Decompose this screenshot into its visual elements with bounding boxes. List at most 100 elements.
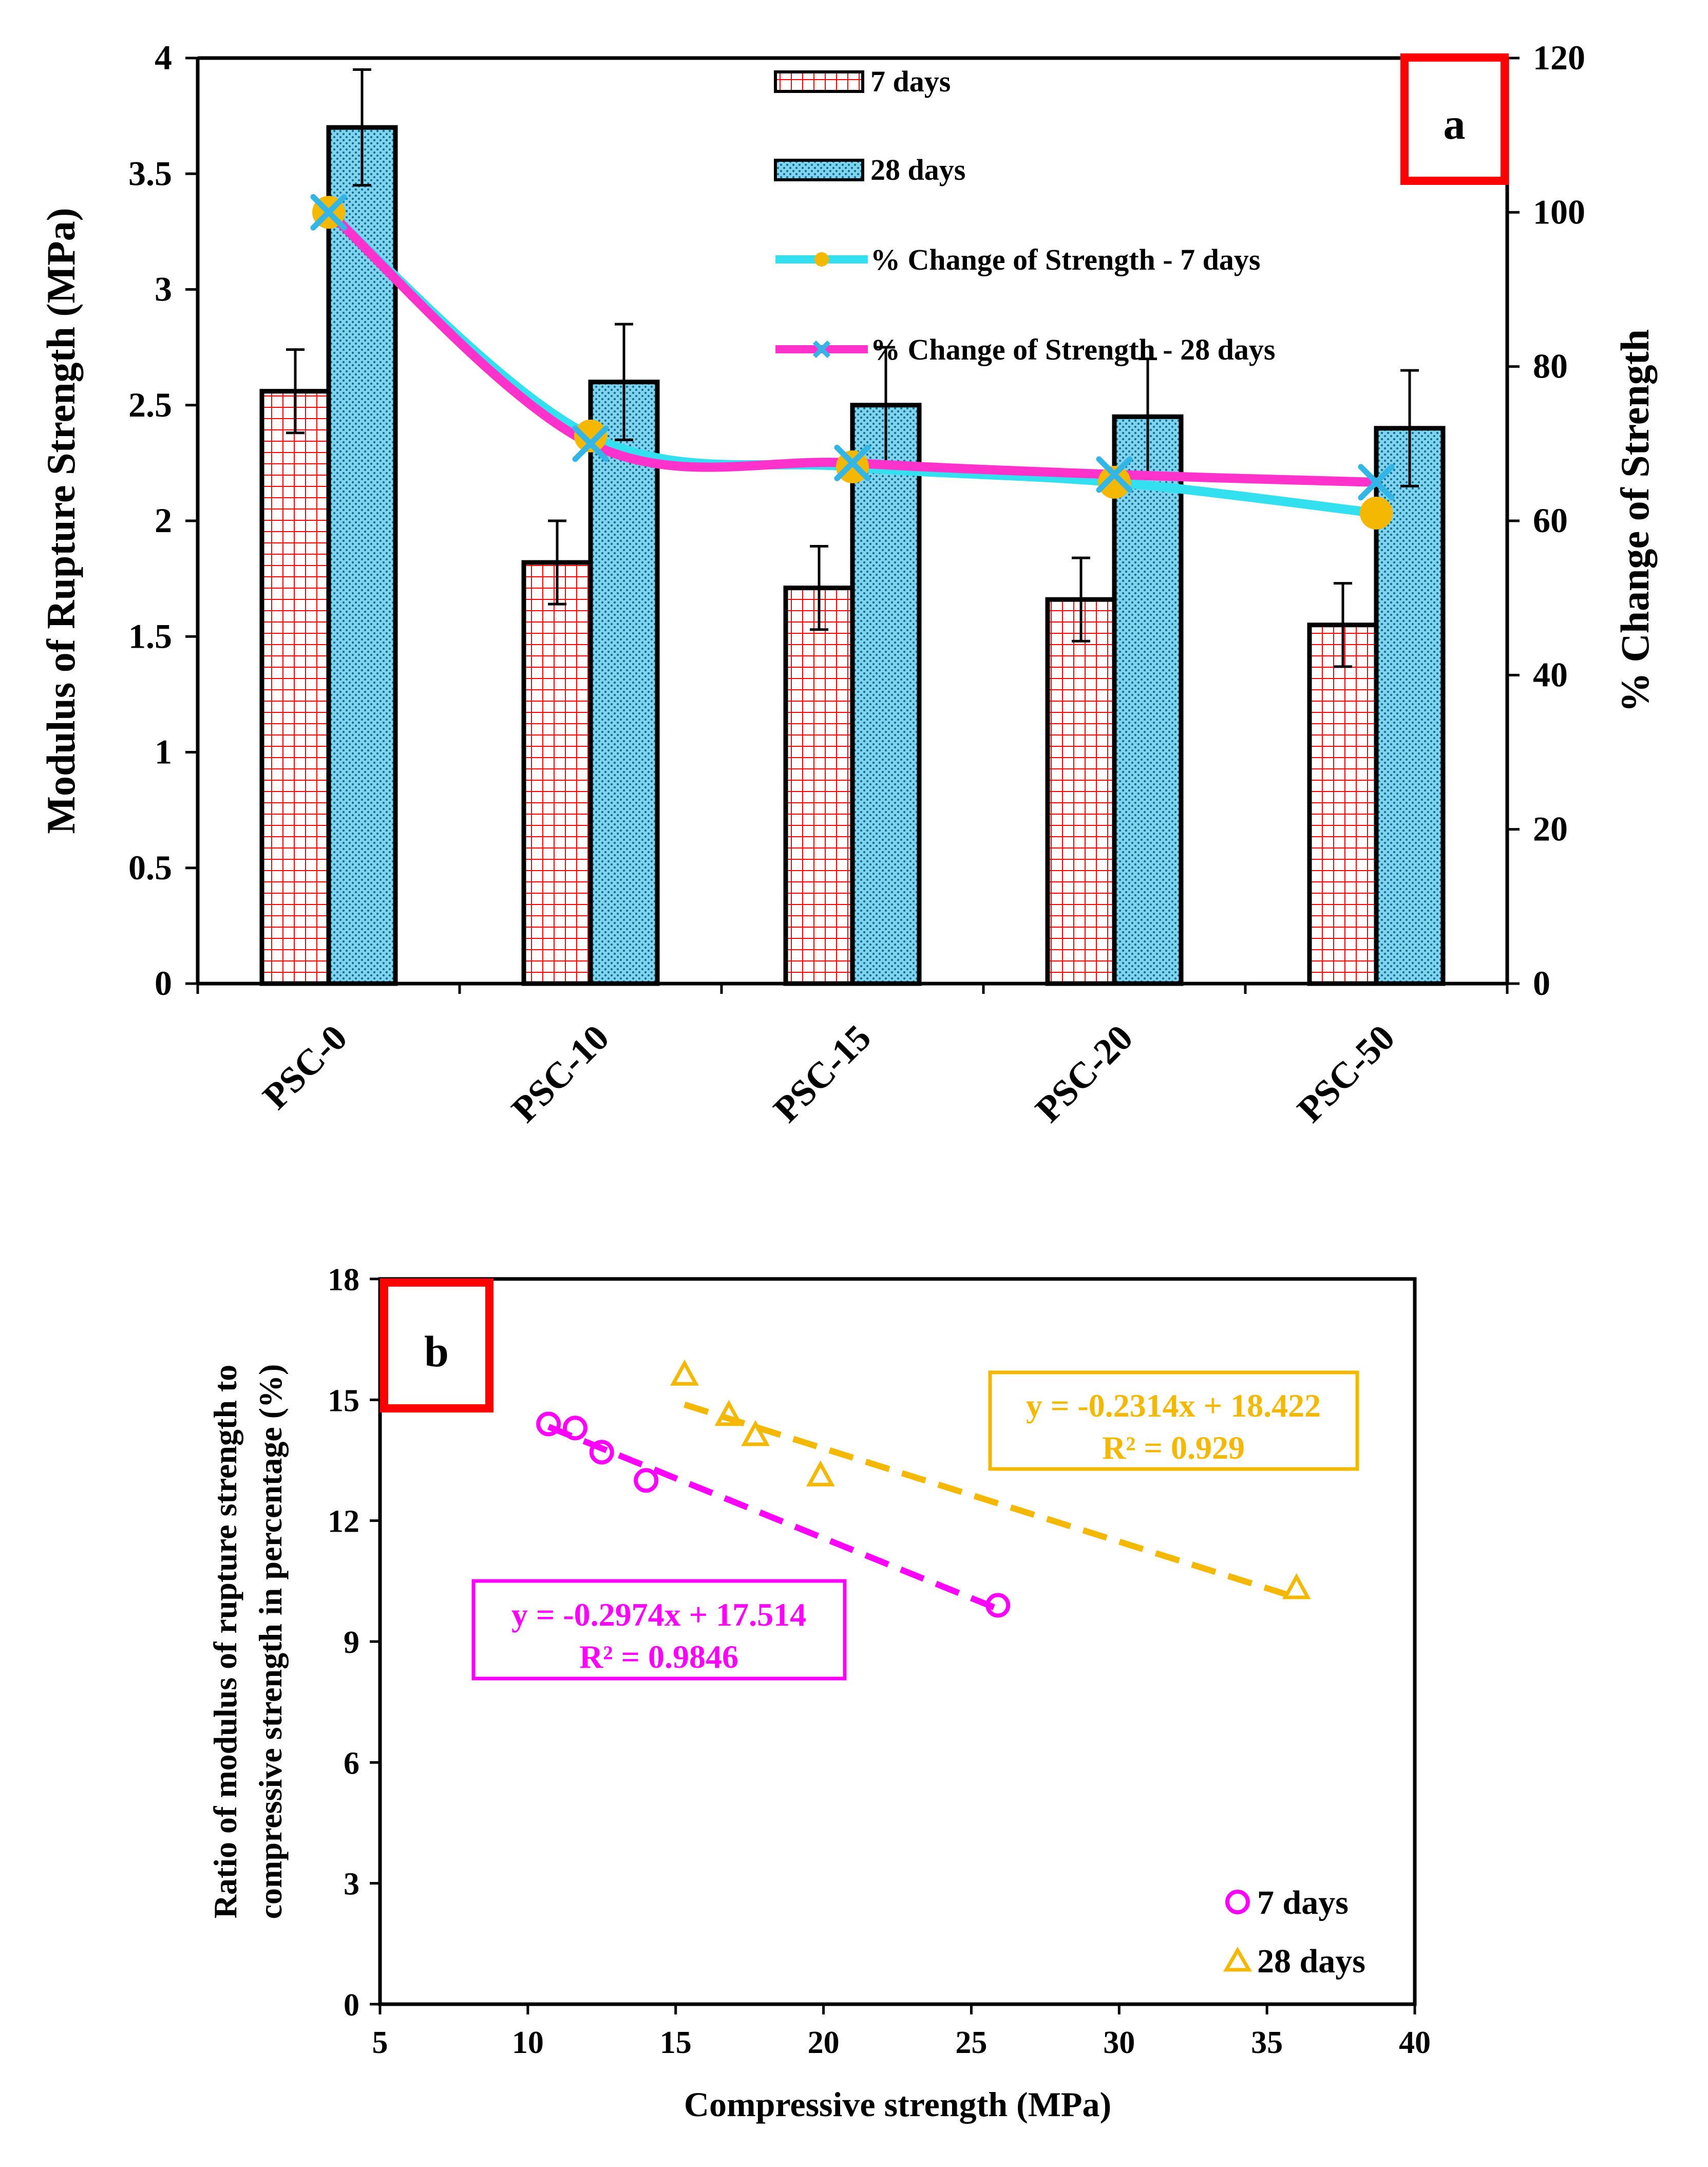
- equation-box-7days: y = -0.2974x + 17.514 R² = 0.9846: [471, 1579, 847, 1681]
- legend-marker-b-28days: [1223, 1947, 1252, 1972]
- y-axis-label-left: Modulus of Rupture Strength (MPa): [39, 208, 83, 834]
- x-tick-label: PSC-50: [1289, 1017, 1403, 1130]
- y-tick-label-right: 120: [1533, 38, 1585, 77]
- point-7-days: [562, 1416, 587, 1441]
- error-bar-28-days-PSC-50: [1400, 369, 1419, 487]
- point-7-days: [985, 1593, 1011, 1618]
- y-tick-label-b: 3: [344, 1867, 359, 1902]
- marker-change-28days-PSC-0: [310, 194, 347, 231]
- panel-label-box-a: [1400, 53, 1509, 185]
- point-28-days: [806, 1460, 835, 1486]
- error-bar-7-days-PSC-10: [548, 519, 566, 606]
- legend-label-7days: 7 days: [870, 65, 951, 98]
- point-7-days: [536, 1411, 561, 1437]
- marker-change-28days-PSC-10: [572, 425, 609, 462]
- y-tick-label-left: 3.5: [128, 154, 172, 193]
- trendline-group: [547, 1401, 1298, 1612]
- trendline-7-days: [547, 1424, 999, 1612]
- bar-7-days-PSC-10: [521, 560, 593, 986]
- legend-label-change-28days: % Change of Strength - 28 days: [870, 333, 1275, 366]
- x-tick-label-b: 20: [808, 2025, 840, 2060]
- chart-b: 5 10 15 20 25 30 35 40 0 3 6 9 12 15 18 Compressive st…: [207, 1262, 1431, 2124]
- legend-b: 7 days 28 days: [1223, 1884, 1365, 1980]
- y-tick-label-right: 60: [1533, 501, 1568, 540]
- point-7-days: [589, 1440, 614, 1465]
- y-tick-label-left: 2: [155, 501, 172, 540]
- x-tick-label-b: 35: [1251, 2025, 1283, 2060]
- bar-28-days-PSC-10: [588, 380, 660, 986]
- tick-labels-b: 5 10 15 20 25 30 35 40 0 3 6 9 12 15 18: [328, 1262, 1431, 2060]
- legend-label-b-28days: 28 days: [1257, 1943, 1365, 1980]
- equation-28days: y = -0.2314x + 18.422: [1026, 1387, 1321, 1424]
- bar-7-days-PSC-15: [783, 586, 855, 986]
- error-bar-28-days-PSC-0: [353, 68, 371, 187]
- point-28-days: [670, 1360, 699, 1386]
- y-tick-label-left: 1.5: [128, 616, 172, 655]
- scatter-point-group: [536, 1360, 1311, 1618]
- y-tick-label-right: 80: [1533, 347, 1568, 386]
- x-tick-label-b: 25: [955, 2025, 987, 2060]
- equation-box-28days: y = -0.2314x + 18.422 R² = 0.929: [988, 1370, 1359, 1471]
- y-axis-label-right: % Change of Strength: [1612, 329, 1657, 712]
- bar-7-days-PSC-0: [259, 389, 331, 986]
- marker-change-7days-PSC-20: [1098, 465, 1131, 499]
- y-tick-label-left: 4: [155, 38, 172, 77]
- equation-7days: y = -0.2974x + 17.514: [511, 1596, 806, 1633]
- y-tick-label-right: 100: [1533, 192, 1585, 231]
- point-28-days: [741, 1420, 770, 1446]
- bar-7-days-PSC-20: [1045, 597, 1117, 986]
- point-28-days: [1282, 1573, 1311, 1599]
- legend-label-b-7days: 7 days: [1257, 1884, 1349, 1921]
- legend-marker-change-28days: [812, 340, 831, 359]
- r2-7days: R² = 0.9846: [579, 1638, 738, 1675]
- legend-a: 7 days 28 days % Change of Strength - 7 …: [774, 65, 1275, 366]
- r2-28days: R² = 0.929: [1102, 1429, 1245, 1466]
- legend-marker-change-7days: [814, 252, 829, 267]
- y-axis-label-b-line2: compressive strength in percentage (%): [252, 1364, 289, 1919]
- x-tick-label: PSC-10: [504, 1017, 617, 1130]
- legend-swatch-7days: [774, 70, 864, 93]
- panel-label-box-b: [380, 1278, 494, 1412]
- bar-7-days-PSC-50: [1307, 623, 1379, 986]
- bar-28-days-PSC-0: [326, 125, 398, 986]
- error-bar-28-days-PSC-10: [615, 323, 633, 441]
- y-tick-label-left: 2.5: [128, 385, 172, 424]
- y-tick-label-b: 0: [344, 1988, 359, 2023]
- error-bar-group: [286, 68, 1419, 668]
- bar-28-days-PSC-20: [1112, 414, 1184, 986]
- error-bar-7-days-PSC-15: [810, 545, 828, 631]
- y-tick-label-right: 40: [1533, 655, 1568, 694]
- line-series-group: [310, 194, 1395, 530]
- x-axis-label-b: Compressive strength (MPa): [684, 2085, 1111, 2124]
- error-bar-7-days-PSC-0: [286, 348, 305, 435]
- marker-change-28days-PSC-20: [1096, 456, 1133, 493]
- point-7-days: [634, 1468, 659, 1493]
- legend-label-28days: 28 days: [870, 153, 965, 186]
- y-tick-label-left: 3: [155, 270, 172, 309]
- y-tick-label-b: 15: [328, 1383, 359, 1418]
- panel-label-b: b: [424, 1327, 449, 1376]
- legend-swatch-28days: [774, 159, 864, 181]
- marker-change-7days-PSC-50: [1360, 496, 1393, 530]
- error-bar-7-days-PSC-50: [1334, 582, 1352, 668]
- x-tick-label: PSC-15: [766, 1017, 879, 1130]
- y-axis-label-b-line1: Ratio of modulus of rupture strength to: [207, 1365, 243, 1919]
- y-tick-label-b: 18: [328, 1262, 359, 1297]
- y-tick-label-b: 6: [344, 1746, 359, 1781]
- x-tick-label: PSC-20: [1028, 1017, 1141, 1130]
- legend-label-change-7days: % Change of Strength - 7 days: [870, 243, 1260, 276]
- y-tick-label-right: 20: [1533, 809, 1568, 849]
- y-tick-label-b: 9: [344, 1625, 359, 1660]
- legend-marker-b-7days: [1225, 1890, 1250, 1914]
- x-tick-label-b: 30: [1103, 2025, 1135, 2060]
- x-tick-label-b: 40: [1399, 2025, 1431, 2060]
- y-tick-label-right: 0: [1533, 964, 1550, 1003]
- x-tick-label: PSC-0: [255, 1017, 355, 1117]
- y-tick-label-b: 12: [328, 1504, 359, 1539]
- trendline-28-days: [684, 1401, 1298, 1601]
- y-tick-label-left: 0: [155, 964, 172, 1003]
- x-tick-label-b: 5: [372, 2025, 388, 2060]
- error-bar-7-days-PSC-20: [1072, 556, 1090, 643]
- y-tick-label-left: 0.5: [128, 848, 172, 887]
- marker-change-28days-PSC-50: [1358, 464, 1395, 501]
